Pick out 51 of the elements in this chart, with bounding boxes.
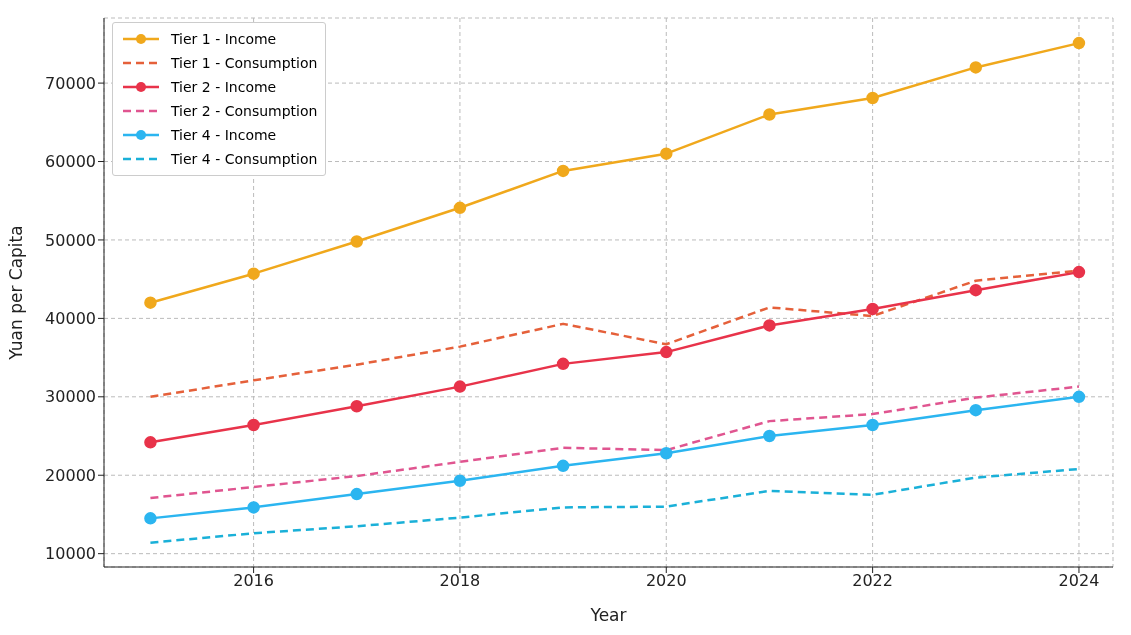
point (969, 61, 983, 74)
point (350, 399, 364, 413)
legend-label: Tier 4 - Consumption (171, 151, 318, 167)
legend-label: Tier 1 - Consumption (171, 55, 318, 71)
legend-label: Tier 4 - Income (171, 127, 277, 143)
y-axis-title: Yuan per Capita (6, 225, 27, 361)
point (969, 283, 983, 297)
point (660, 345, 673, 359)
point (763, 429, 776, 443)
point (763, 108, 776, 121)
y-tick-label: 20000 (45, 465, 96, 485)
legend-label: Tier 1 - Income (171, 31, 277, 47)
x-axis-title: Year (589, 605, 627, 625)
y-tick-label: 60000 (45, 152, 96, 172)
x-tick-label: 2024 (1058, 571, 1100, 591)
point (144, 436, 157, 449)
y-tick-label: 30000 (45, 387, 96, 407)
point (453, 201, 467, 215)
point (556, 164, 570, 178)
point (660, 147, 673, 160)
point (144, 512, 157, 525)
point (350, 235, 364, 248)
point (866, 91, 879, 105)
point (763, 319, 776, 332)
point (866, 418, 879, 432)
point (660, 447, 673, 460)
point (247, 501, 260, 514)
point (969, 403, 983, 417)
point (453, 474, 467, 487)
point (350, 487, 364, 501)
point (247, 418, 260, 432)
x-tick-label: 2018 (439, 571, 481, 591)
y-tick-label: 10000 (45, 544, 96, 564)
point (1072, 265, 1086, 279)
point (556, 357, 570, 371)
point (866, 302, 879, 316)
point (1072, 390, 1086, 404)
point (144, 296, 157, 309)
x-tick-label: 2016 (233, 571, 274, 591)
legend-label: Tier 2 - Income (171, 79, 277, 95)
x-tick-label: 2022 (852, 571, 893, 591)
y-tick-label: 50000 (45, 230, 96, 250)
point (247, 267, 260, 280)
legend-label: Tier 2 - Consumption (171, 103, 318, 119)
x-tick-label: 2020 (645, 571, 687, 591)
point (453, 380, 467, 393)
line-series (149, 385, 1081, 500)
y-tick-label: 40000 (45, 309, 96, 329)
point (1072, 36, 1086, 50)
point (556, 459, 570, 473)
y-tick-label: 70000 (45, 73, 96, 93)
